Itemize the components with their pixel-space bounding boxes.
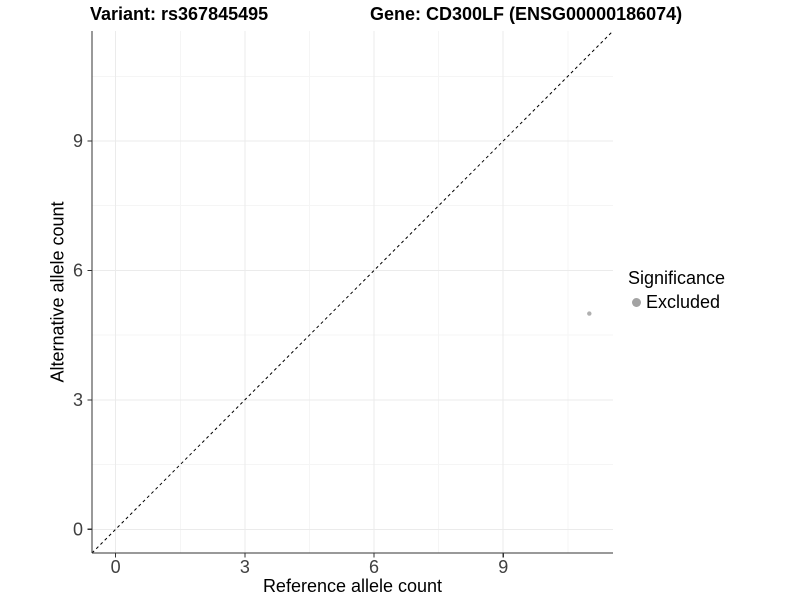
legend: Significance Excluded — [628, 268, 725, 313]
legend-point-icon — [632, 298, 641, 307]
legend-title: Significance — [628, 268, 726, 288]
y-tick-label: 3 — [73, 390, 83, 410]
x-tick-label: 9 — [498, 557, 508, 577]
y-tick-label: 6 — [73, 260, 83, 280]
legend-item-label: Excluded — [646, 292, 721, 312]
y-tick-label: 0 — [73, 519, 83, 539]
x-tick-label: 6 — [369, 557, 379, 577]
x-tick-label: 3 — [240, 557, 250, 577]
variant-title: Variant: rs367845495 — [90, 4, 269, 24]
x-tick-label: 0 — [111, 557, 121, 577]
gene-title: Gene: CD300LF (ENSG00000186074) — [370, 4, 683, 24]
y-tick-label: 9 — [73, 131, 83, 151]
y-axis-title: Alternative allele count — [47, 201, 68, 383]
data-point — [587, 311, 592, 316]
identity-line — [91, 30, 614, 554]
x-axis-title: Reference allele count — [262, 576, 443, 596]
legend-item-excluded: Excluded — [628, 292, 725, 313]
